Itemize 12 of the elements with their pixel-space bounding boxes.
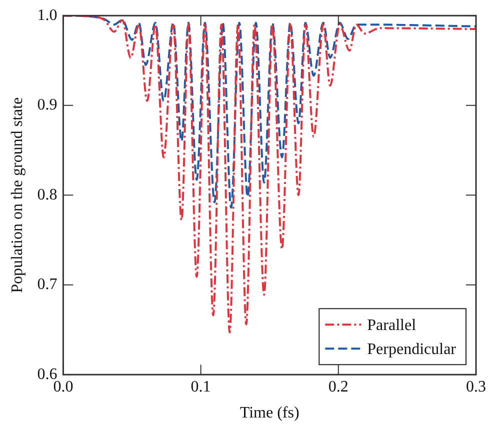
legend-label: Parallel <box>367 316 417 334</box>
x-tick-label: 0.2 <box>328 378 348 396</box>
x-axis-title: Time (fs) <box>240 404 300 422</box>
x-tick-label: 0.0 <box>53 378 74 396</box>
y-tick-label: 0.7 <box>37 276 58 294</box>
x-tick-label: 0.1 <box>190 378 211 396</box>
y-tick-label: 0.8 <box>37 186 58 204</box>
y-tick-label: 0.9 <box>37 96 58 114</box>
x-tick-label: 0.3 <box>466 378 486 396</box>
y-tick-label: 1.0 <box>37 6 58 24</box>
y-axis-title: Population on the ground state <box>8 97 26 293</box>
legend-label: Perpendicular <box>367 340 457 358</box>
